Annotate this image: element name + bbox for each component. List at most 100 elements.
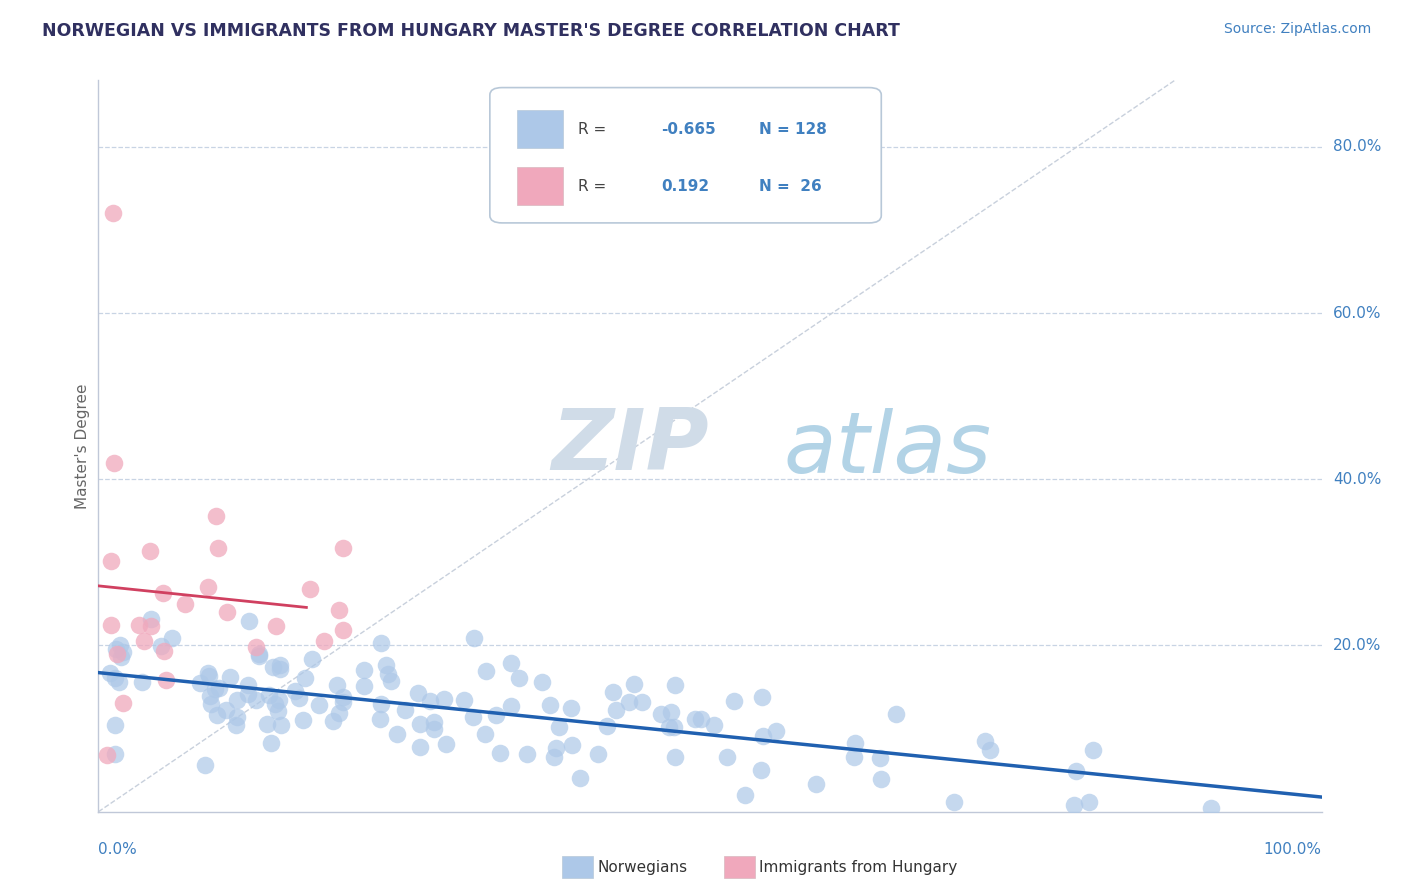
Point: [380, 673, 402, 688]
Point: [264, 619, 287, 633]
Point: [749, 763, 772, 777]
Point: [596, 719, 619, 733]
Point: [215, 703, 238, 717]
Point: [160, 632, 183, 646]
Text: Source: ZipAtlas.com: Source: ZipAtlas.com: [1223, 22, 1371, 37]
Point: [475, 665, 498, 679]
Point: [270, 718, 292, 732]
FancyBboxPatch shape: [517, 111, 564, 148]
Point: [108, 675, 131, 690]
Point: [499, 699, 522, 714]
Point: [974, 734, 997, 748]
Point: [844, 749, 866, 764]
Point: [131, 675, 153, 690]
Point: [723, 694, 745, 708]
Point: [245, 640, 267, 654]
Point: [501, 657, 523, 671]
Point: [236, 688, 259, 702]
Point: [353, 679, 375, 693]
Text: atlas: atlas: [783, 409, 991, 491]
Point: [257, 689, 280, 703]
Point: [751, 690, 773, 705]
Point: [207, 541, 229, 555]
Point: [560, 701, 582, 715]
Point: [422, 714, 444, 729]
Point: [664, 749, 686, 764]
Point: [267, 693, 290, 707]
Point: [269, 662, 291, 676]
Point: [538, 698, 561, 712]
Point: [198, 689, 221, 703]
Point: [370, 636, 392, 650]
Text: Immigrants from Hungary: Immigrants from Hungary: [759, 860, 957, 874]
Point: [225, 710, 247, 724]
Point: [463, 632, 485, 646]
Point: [256, 716, 278, 731]
Point: [508, 672, 530, 686]
Point: [664, 720, 686, 734]
Point: [374, 657, 396, 672]
Point: [104, 671, 127, 685]
Point: [377, 667, 399, 681]
Point: [110, 650, 132, 665]
Point: [406, 685, 429, 699]
Point: [100, 554, 122, 568]
Point: [650, 706, 672, 721]
Point: [98, 665, 121, 680]
Point: [207, 707, 229, 722]
Point: [703, 718, 725, 732]
Point: [247, 649, 270, 664]
Point: [485, 708, 508, 723]
Point: [245, 693, 267, 707]
Point: [128, 618, 150, 632]
Point: [134, 633, 156, 648]
Point: [225, 717, 247, 731]
Point: [108, 638, 131, 652]
Text: R =: R =: [578, 178, 606, 194]
Point: [204, 681, 226, 696]
Point: [262, 660, 284, 674]
Point: [155, 673, 177, 687]
Point: [543, 750, 565, 764]
Point: [1066, 764, 1088, 779]
FancyBboxPatch shape: [517, 167, 564, 204]
Point: [100, 617, 122, 632]
Point: [149, 639, 172, 653]
Point: [141, 612, 163, 626]
Point: [623, 677, 645, 691]
Point: [139, 544, 162, 558]
Point: [326, 678, 349, 692]
Point: [869, 751, 891, 765]
Point: [238, 677, 260, 691]
Point: [547, 720, 569, 734]
Point: [409, 739, 432, 754]
Point: [269, 658, 291, 673]
Point: [111, 696, 134, 710]
Point: [569, 771, 592, 785]
Point: [658, 720, 681, 734]
Point: [370, 697, 392, 711]
Text: N = 128: N = 128: [759, 122, 827, 136]
Point: [659, 705, 682, 719]
Point: [332, 623, 354, 637]
Point: [284, 684, 307, 698]
Text: -0.665: -0.665: [661, 122, 716, 136]
Point: [301, 651, 323, 665]
Point: [153, 644, 176, 658]
Point: [308, 698, 330, 712]
Point: [409, 716, 432, 731]
Point: [716, 749, 738, 764]
Point: [215, 605, 238, 619]
Point: [263, 697, 285, 711]
Point: [1083, 743, 1105, 757]
Text: Norwegians: Norwegians: [598, 860, 688, 874]
Point: [198, 669, 221, 683]
Point: [664, 677, 686, 691]
Point: [321, 714, 343, 728]
Point: [197, 580, 219, 594]
Point: [247, 647, 270, 661]
Point: [218, 670, 240, 684]
Point: [101, 206, 124, 220]
Point: [328, 603, 350, 617]
Point: [605, 703, 627, 717]
